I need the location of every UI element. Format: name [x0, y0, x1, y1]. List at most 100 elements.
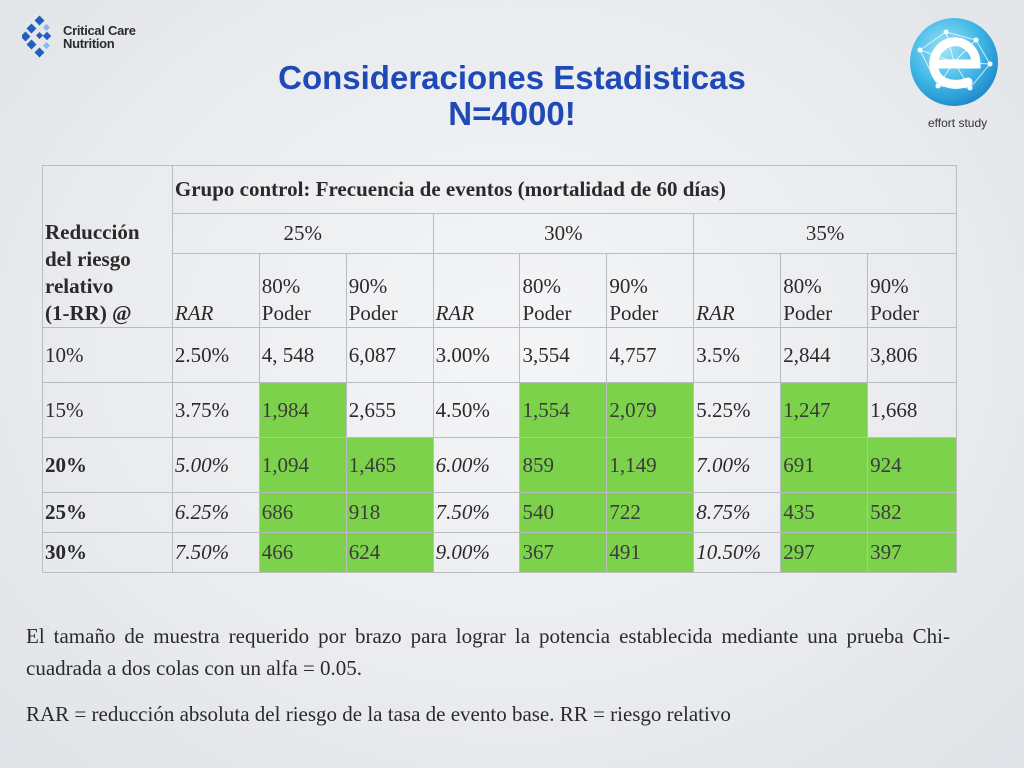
- rar-cell: 6.25%: [171, 492, 260, 533]
- sub-header-p90: 90% Poder: [345, 253, 434, 328]
- sample-size-cell: 2,655: [345, 382, 434, 438]
- sub-header-rar: RAR: [432, 253, 521, 328]
- note-sample-size: El tamaño de muestra requerido por brazo…: [26, 624, 950, 680]
- title-line-2: N=4000!: [448, 95, 576, 132]
- sub-header-percent: 80%: [783, 274, 822, 298]
- sub-header-percent: 80%: [522, 274, 561, 298]
- sample-size-cell: 1,668: [867, 382, 957, 438]
- row-label: 20%: [42, 437, 173, 493]
- row-header-cell: Reducción del riesgo relativo (1-RR) @: [42, 165, 173, 328]
- note-rar-definition: RAR = reducción absoluta del riesgo de l…: [26, 702, 731, 726]
- table-row: 10% 2.50% 4, 548 6,087 3.00% 3,554 4,757 3.5% 2,…: [42, 327, 957, 383]
- row-label: 25%: [42, 492, 173, 533]
- table-row: 15% 3.75% 1,984 2,655 4.50% 1,554 2,079 5.25% 1,…: [42, 382, 957, 438]
- sub-header-word: Poder: [783, 301, 833, 325]
- rar-cell: 8.75%: [693, 492, 782, 533]
- sample-size-cell: 624: [345, 532, 434, 573]
- title-line-1: Consideraciones Estadisticas: [278, 59, 746, 96]
- rar-cell: 9.00%: [432, 532, 521, 573]
- sample-size-cell: 491: [606, 532, 695, 573]
- sample-size-cell: 435: [780, 492, 869, 533]
- sub-header-word: Poder: [870, 301, 920, 325]
- sub-header-p80: 80% Poder: [780, 253, 869, 328]
- sample-size-cell: 1,094: [258, 437, 347, 493]
- sample-size-table: Reducción del riesgo relativo (1-RR) @ G…: [42, 165, 958, 573]
- sample-size-cell: 1,554: [519, 382, 608, 438]
- rar-cell: 3.75%: [171, 382, 260, 438]
- rar-cell: 6.00%: [432, 437, 521, 493]
- sub-header-word: Poder: [609, 301, 659, 325]
- sample-size-cell: 4,757: [606, 327, 695, 383]
- sub-header-percent: 90%: [870, 274, 909, 298]
- group-25: 25%: [171, 213, 434, 254]
- effort-study-label: effort study: [928, 116, 988, 130]
- sub-header-p80: 80% Poder: [258, 253, 347, 328]
- row-label: 15%: [42, 382, 173, 438]
- row-label: 10%: [42, 327, 173, 383]
- sample-size-cell: 924: [867, 437, 957, 493]
- rar-cell: 7.50%: [432, 492, 521, 533]
- sub-header-p80: 80% Poder: [519, 253, 608, 328]
- rar-cell: 2.50%: [171, 327, 260, 383]
- sample-size-cell: 582: [867, 492, 957, 533]
- table-row: 25% 6.25% 686 918 7.50% 540 722 8.75% 435 582: [42, 492, 957, 533]
- sample-size-cell: 397: [867, 532, 957, 573]
- ccn-logo-icon: [22, 15, 52, 58]
- sub-header-word: Poder: [522, 301, 572, 325]
- row-header-line: Reducción: [45, 220, 140, 244]
- row-label: 30%: [42, 532, 173, 573]
- rar-cell: 3.5%: [693, 327, 782, 383]
- logo-line-1: Critical Care: [63, 23, 136, 38]
- effort-globe-icon: [910, 18, 998, 106]
- sub-header-p90: 90% Poder: [867, 253, 957, 328]
- sample-size-cell: 3,554: [519, 327, 608, 383]
- rar-cell: 3.00%: [432, 327, 521, 383]
- sample-size-cell: 297: [780, 532, 869, 573]
- row-header-line: relativo: [45, 274, 114, 298]
- sample-size-cell: 6,087: [345, 327, 434, 383]
- group-35: 35%: [693, 213, 957, 254]
- table-row: 20% 5.00% 1,094 1,465 6.00% 859 1,149 7.00% 691 9…: [42, 437, 957, 493]
- sample-size-cell: 2,079: [606, 382, 695, 438]
- sub-header-word: Poder: [348, 301, 398, 325]
- rar-cell: 10.50%: [693, 532, 782, 573]
- sample-size-cell: 722: [606, 492, 695, 533]
- row-header-line: del riesgo: [45, 247, 131, 271]
- rar-cell: 7.50%: [171, 532, 260, 573]
- rar-cell: 4.50%: [432, 382, 521, 438]
- sample-size-cell: 466: [258, 532, 347, 573]
- group-30: 30%: [432, 213, 695, 254]
- sample-size-cell: 918: [345, 492, 434, 533]
- row-header-line: (1-RR) @: [45, 301, 132, 325]
- sub-header-rar: RAR: [693, 253, 782, 328]
- table-body: 10% 2.50% 4, 548 6,087 3.00% 3,554 4,757 3.5% 2,…: [42, 327, 957, 573]
- table-row: 30% 7.50% 466 624 9.00% 367 491 10.50% 297 397: [42, 532, 957, 573]
- sample-size-cell: 4, 548: [258, 327, 347, 383]
- sub-header-rar: RAR: [171, 253, 260, 328]
- sample-size-cell: 1,149: [606, 437, 695, 493]
- sub-header-percent: 80%: [261, 274, 301, 298]
- notes: El tamaño de muestra requerido por brazo…: [26, 620, 950, 730]
- sample-size-cell: 859: [519, 437, 608, 493]
- rar-cell: 5.25%: [693, 382, 782, 438]
- group-header: Grupo control: Frecuencia de eventos (mo…: [171, 165, 958, 214]
- sub-header-row: RAR 80% Poder 90% Poder RAR 80% Poder 90% Poder RA…: [43, 253, 957, 328]
- effort-study-logo: effort study: [906, 12, 1006, 137]
- sample-size-cell: 1,465: [345, 437, 434, 493]
- sub-header-p90: 90% Poder: [606, 253, 695, 328]
- page-title: Consideraciones Estadisticas N=4000!: [150, 60, 874, 132]
- sample-size-cell: 540: [519, 492, 608, 533]
- sample-size-cell: 1,984: [258, 382, 347, 438]
- rar-cell: 5.00%: [171, 437, 260, 493]
- logo-line-2: Nutrition: [63, 36, 115, 51]
- sample-size-cell: 1,247: [780, 382, 869, 438]
- sample-size-cell: 686: [258, 492, 347, 533]
- critical-care-nutrition-logo: Critical Care Nutrition: [22, 14, 142, 60]
- sample-size-cell: 3,806: [867, 327, 957, 383]
- sample-size-cell: 367: [519, 532, 608, 573]
- sub-header-word: Poder: [261, 301, 311, 325]
- sample-size-cell: 2,844: [780, 327, 869, 383]
- sub-header-percent: 90%: [348, 274, 388, 298]
- sub-header-percent: 90%: [609, 274, 648, 298]
- rar-cell: 7.00%: [693, 437, 782, 493]
